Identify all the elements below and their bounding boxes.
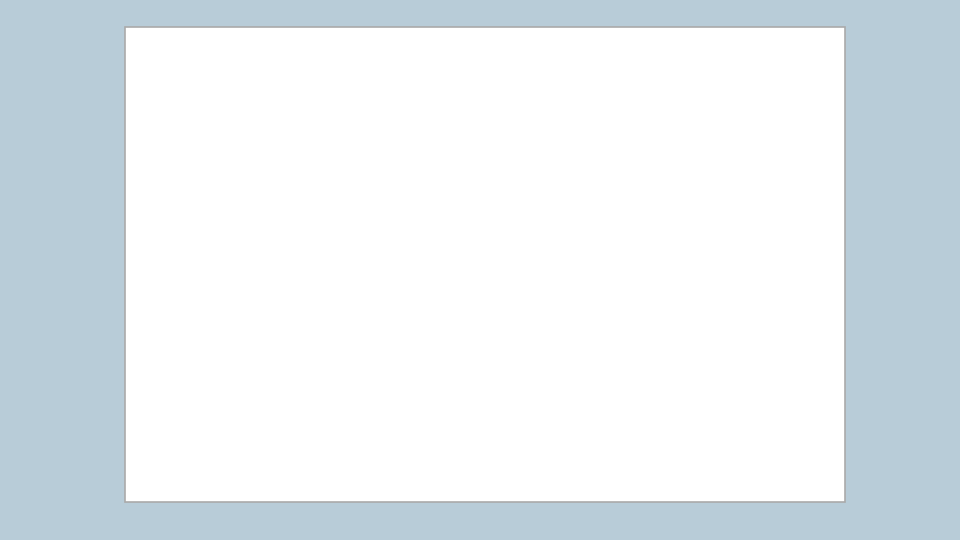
Text: Varied Fluency 2: Varied Fluency 2 [417,30,543,45]
Text: 55m: 55m [539,147,613,177]
Text: 27.5m: 27.5m [657,275,755,303]
Text: 55m: 55m [163,275,230,303]
FancyBboxPatch shape [624,256,787,321]
Text: 27.5m: 27.5m [263,147,371,177]
Text: Use the measurements below to label the radius and diameter.: Use the measurements below to label the … [134,88,773,106]
FancyBboxPatch shape [130,256,264,321]
